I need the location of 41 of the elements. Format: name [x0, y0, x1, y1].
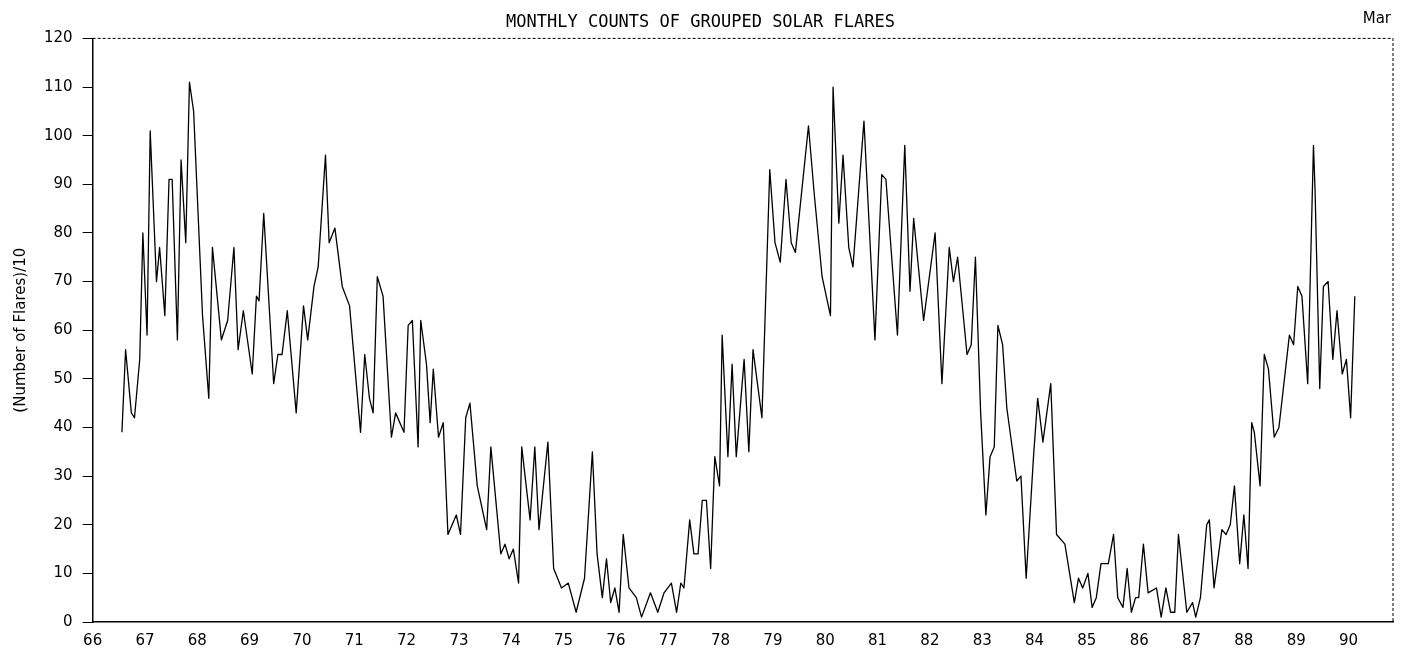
y-tick-label: 100: [43, 125, 73, 144]
x-tick-label: 77: [658, 630, 678, 649]
x-tick-label: 84: [1025, 630, 1045, 649]
y-tick-label: 80: [53, 222, 73, 241]
x-tick-label: 67: [135, 630, 155, 649]
x-tick-label: 70: [292, 630, 312, 649]
y-tick-label: 50: [53, 368, 73, 387]
x-tick-label: 87: [1181, 630, 1202, 649]
x-tick-label: 81: [868, 630, 888, 649]
y-tick-label: 110: [43, 76, 73, 95]
text: Mar: [1362, 9, 1392, 28]
x-tick-label: 69: [240, 630, 260, 649]
x-tick-label: 80: [815, 630, 835, 649]
y-tick-label: 0: [63, 611, 73, 630]
y-tick-label: 10: [53, 563, 73, 582]
x-tick-label: 73: [449, 630, 469, 649]
x-tick-label: 78: [711, 630, 731, 649]
y-axis-title: (Number of Flares)/10: [10, 247, 29, 413]
x-tick-label: 88: [1234, 630, 1254, 649]
x-tick-label: 85: [1077, 630, 1097, 649]
y-tick-label: 60: [53, 320, 73, 339]
x-tick-label: 66: [83, 630, 103, 649]
x-tick-label: 89: [1286, 630, 1306, 649]
x-tick-label: 71: [344, 630, 364, 649]
y-tick-label: 70: [53, 271, 73, 290]
x-tick-label: 86: [1129, 630, 1149, 649]
x-tick-label: 83: [972, 630, 992, 649]
x-tick-label: 90: [1338, 630, 1359, 649]
y-tick-label: 120: [43, 28, 73, 47]
x-tick-label: 74: [501, 630, 521, 649]
x-tick-label: 82: [920, 630, 940, 649]
x-tick-label: 68: [187, 630, 207, 649]
chart-title: MONTHLY COUNTS OF GROUPED SOLAR FLARES: [506, 10, 895, 31]
x-tick-label: 79: [763, 630, 783, 649]
y-tick-label: 40: [53, 417, 73, 436]
y-tick-label: 20: [53, 514, 73, 533]
y-tick-label: 30: [53, 465, 73, 484]
x-tick-label: 75: [554, 630, 574, 649]
x-tick-label: 72: [397, 630, 417, 649]
x-tick-label: 76: [606, 630, 626, 649]
y-tick-label: 90: [53, 174, 73, 193]
